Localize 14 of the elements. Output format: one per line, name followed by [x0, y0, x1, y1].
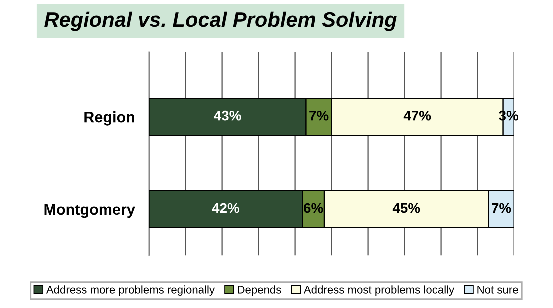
data-label: 45% [392, 203, 420, 214]
y-tick-label: Region [84, 112, 134, 126]
data-label: 42% [212, 203, 240, 214]
legend-label: Address most problems locally [304, 286, 455, 296]
legend-label: Depends [238, 286, 282, 296]
data-label: 43% [214, 110, 242, 121]
legend-label: Not sure [478, 286, 518, 294]
data-label: 6% [304, 203, 324, 214]
data-label: 47% [404, 110, 432, 121]
data-label: 7% [310, 110, 329, 121]
data-label: 7% [492, 203, 512, 214]
chart-title: Regional vs. Local Problem Solving [44, 12, 397, 32]
y-tick-label: Montgomery [44, 204, 136, 218]
legend-label: Address more problems regionally [46, 286, 215, 296]
